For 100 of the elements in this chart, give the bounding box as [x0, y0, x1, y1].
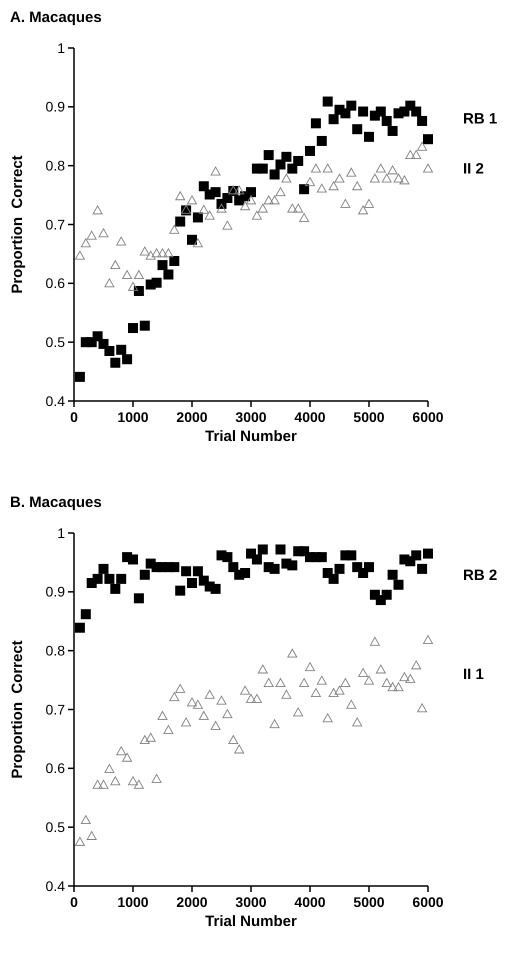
point — [252, 210, 262, 220]
point — [276, 159, 286, 170]
point — [264, 150, 274, 160]
x-axis-title: Trial Number — [205, 428, 298, 445]
point — [364, 562, 374, 572]
point — [152, 278, 162, 288]
point — [187, 697, 197, 706]
point — [110, 584, 120, 594]
point — [86, 230, 97, 240]
point — [158, 260, 168, 270]
y-tick-label: 0.9 — [46, 98, 66, 115]
point — [92, 780, 103, 789]
y-tick-label: 0.5 — [46, 334, 66, 350]
point — [140, 735, 150, 744]
y-tick-label: 0.8 — [46, 158, 66, 174]
point — [370, 636, 380, 646]
point — [86, 831, 97, 840]
x-tick-label: 4000 — [294, 894, 326, 910]
point — [204, 210, 215, 220]
point — [128, 776, 138, 786]
point — [92, 205, 103, 214]
point — [163, 725, 174, 734]
point — [246, 694, 256, 703]
x-tick-label: 0 — [70, 894, 78, 910]
y-tick-label: 1 — [57, 524, 66, 541]
y-tick-label: 0.6 — [46, 275, 66, 292]
point — [128, 323, 138, 334]
point — [258, 164, 268, 174]
x-axis-title: Trial Number — [205, 913, 298, 930]
point — [340, 678, 350, 687]
y-tick-label: 0.4 — [46, 878, 66, 894]
text: RB 1 — [463, 110, 498, 128]
y-tick-label: 0.5 — [46, 819, 66, 836]
point — [270, 169, 280, 180]
point — [74, 250, 85, 260]
point — [198, 204, 209, 214]
point — [80, 815, 91, 824]
point — [116, 236, 126, 246]
point — [128, 554, 138, 564]
text: II 1 — [463, 666, 484, 684]
point — [246, 187, 256, 198]
x-tick-label: 1000 — [117, 894, 149, 910]
point — [358, 668, 368, 677]
point — [293, 707, 304, 716]
point — [222, 552, 232, 562]
point — [382, 678, 392, 687]
point — [116, 574, 126, 584]
x-tick-label: 5000 — [353, 894, 385, 910]
point — [299, 678, 310, 687]
point — [198, 181, 209, 192]
point — [411, 150, 422, 160]
point — [192, 700, 203, 709]
point — [246, 195, 256, 204]
point — [192, 566, 203, 576]
point — [175, 684, 186, 693]
point — [388, 570, 398, 580]
point — [281, 174, 292, 183]
point — [388, 126, 398, 136]
point — [140, 570, 150, 580]
point — [134, 780, 144, 789]
point — [287, 204, 298, 213]
point — [394, 580, 404, 590]
point — [104, 278, 114, 288]
point — [358, 106, 368, 117]
point — [316, 184, 327, 193]
point — [175, 216, 186, 227]
point — [340, 108, 350, 118]
point — [310, 118, 321, 128]
point — [222, 709, 232, 718]
point — [376, 664, 386, 674]
y-tick-label: 0.8 — [46, 642, 66, 659]
point — [134, 593, 144, 604]
point — [364, 132, 374, 142]
y-axis-title: Proportion Correct — [9, 155, 26, 294]
point — [234, 185, 244, 194]
point — [287, 560, 298, 570]
point — [364, 676, 374, 685]
x-tick-label: 2000 — [176, 894, 208, 910]
point — [310, 688, 321, 697]
point — [163, 270, 174, 280]
point — [411, 550, 422, 560]
point — [98, 564, 108, 574]
point — [252, 554, 262, 564]
point — [370, 174, 380, 183]
point — [382, 590, 392, 600]
point — [417, 116, 428, 126]
point — [204, 690, 215, 699]
point — [305, 146, 315, 156]
point — [258, 204, 268, 213]
point — [322, 713, 333, 722]
point — [276, 544, 286, 554]
point — [352, 717, 362, 726]
point — [134, 270, 144, 280]
point — [322, 164, 333, 173]
point — [281, 690, 292, 699]
point — [423, 548, 433, 559]
chart-title: B. Macaques — [10, 494, 102, 511]
point — [122, 354, 132, 364]
point — [293, 156, 304, 166]
point — [299, 213, 310, 222]
